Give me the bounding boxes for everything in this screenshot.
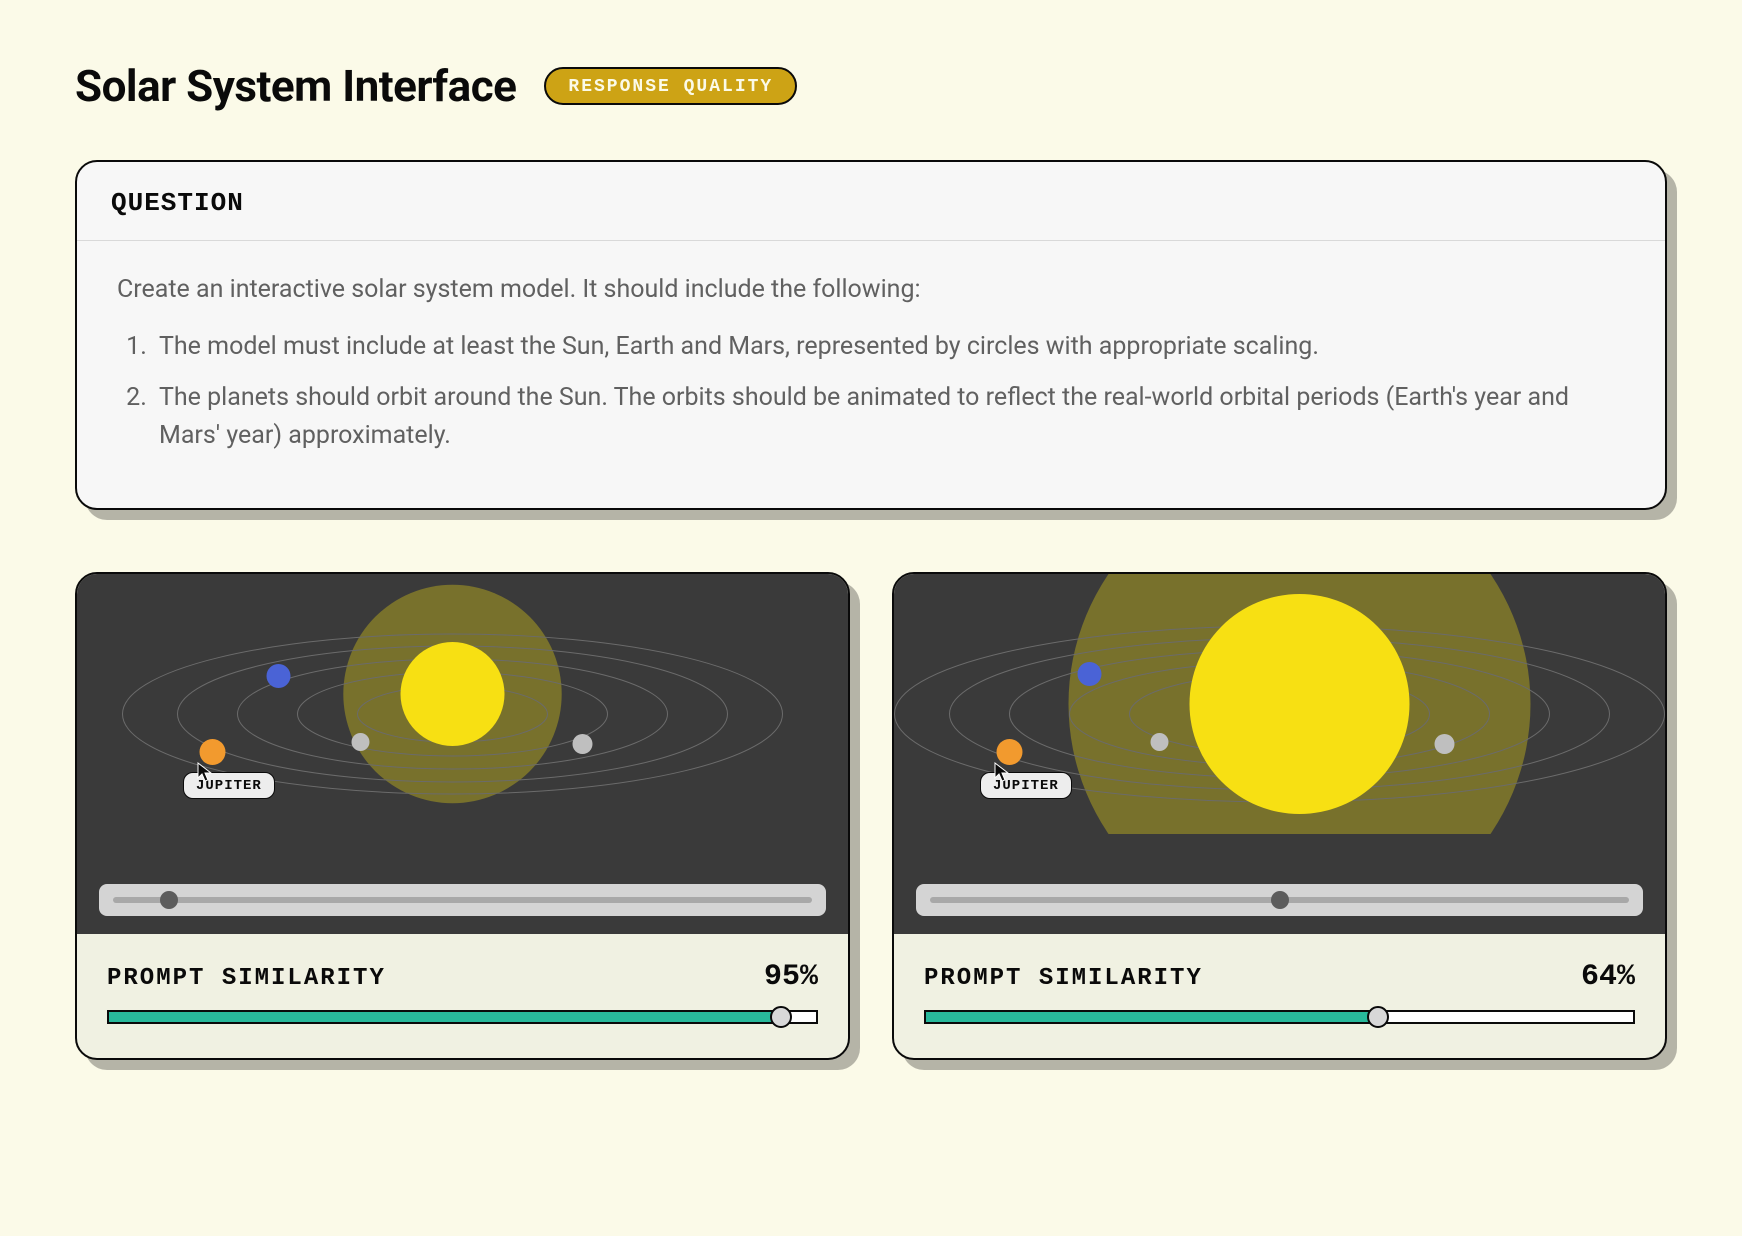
planet-earth[interactable] <box>1078 662 1102 686</box>
question-item: The planets should orbit around the Sun.… <box>153 379 1625 457</box>
similarity-progress <box>107 1010 818 1024</box>
similarity-result: PROMPT SIMILARITY 95% <box>77 934 848 1058</box>
response-quality-badge: RESPONSE QUALITY <box>544 67 797 105</box>
zoom-track <box>113 897 812 903</box>
similarity-result: PROMPT SIMILARITY 64% <box>894 934 1665 1058</box>
planet-mercury[interactable] <box>1151 733 1169 751</box>
question-card: QUESTION Create an interactive solar sys… <box>75 160 1667 510</box>
similarity-label: PROMPT SIMILARITY <box>924 965 1203 992</box>
similarity-label: PROMPT SIMILARITY <box>107 965 386 992</box>
planet-tooltip: JUPITER <box>183 772 275 799</box>
zoom-thumb[interactable] <box>1271 891 1289 909</box>
planet-tooltip: JUPITER <box>980 772 1072 799</box>
similarity-progress-fill <box>926 1012 1378 1022</box>
response-panels: JUPITER PROMPT SIMILARITY 95% <box>75 572 1667 1060</box>
page-title: Solar System Interface <box>75 60 516 112</box>
similarity-progress <box>924 1010 1635 1024</box>
zoom-slider[interactable] <box>99 884 826 916</box>
planet-venus[interactable] <box>573 734 593 754</box>
response-panel-left: JUPITER PROMPT SIMILARITY 95% <box>75 572 850 1060</box>
similarity-progress-thumb <box>1367 1006 1389 1028</box>
header: Solar System Interface RESPONSE QUALITY <box>75 60 1667 112</box>
planet-jupiter[interactable] <box>200 739 226 765</box>
similarity-value: 95% <box>764 960 818 994</box>
question-item: The model must include at least the Sun,… <box>153 328 1625 367</box>
sun[interactable] <box>401 642 505 746</box>
similarity-progress-fill <box>109 1012 781 1022</box>
solar-system-viz[interactable]: JUPITER <box>894 574 1665 934</box>
planet-jupiter[interactable] <box>997 739 1023 765</box>
zoom-track <box>930 897 1629 903</box>
planet-venus[interactable] <box>1435 734 1455 754</box>
planet-earth[interactable] <box>267 664 291 688</box>
response-panel-right: JUPITER PROMPT SIMILARITY 64% <box>892 572 1667 1060</box>
question-label: QUESTION <box>77 162 1665 241</box>
solar-system-viz[interactable]: JUPITER <box>77 574 848 934</box>
question-intro: Create an interactive solar system model… <box>117 271 1625 310</box>
similarity-progress-thumb <box>770 1006 792 1028</box>
zoom-slider[interactable] <box>916 884 1643 916</box>
question-body: Create an interactive solar system model… <box>77 241 1665 508</box>
similarity-value: 64% <box>1581 960 1635 994</box>
planet-mercury[interactable] <box>352 733 370 751</box>
sun[interactable] <box>1190 594 1410 814</box>
zoom-thumb[interactable] <box>160 891 178 909</box>
